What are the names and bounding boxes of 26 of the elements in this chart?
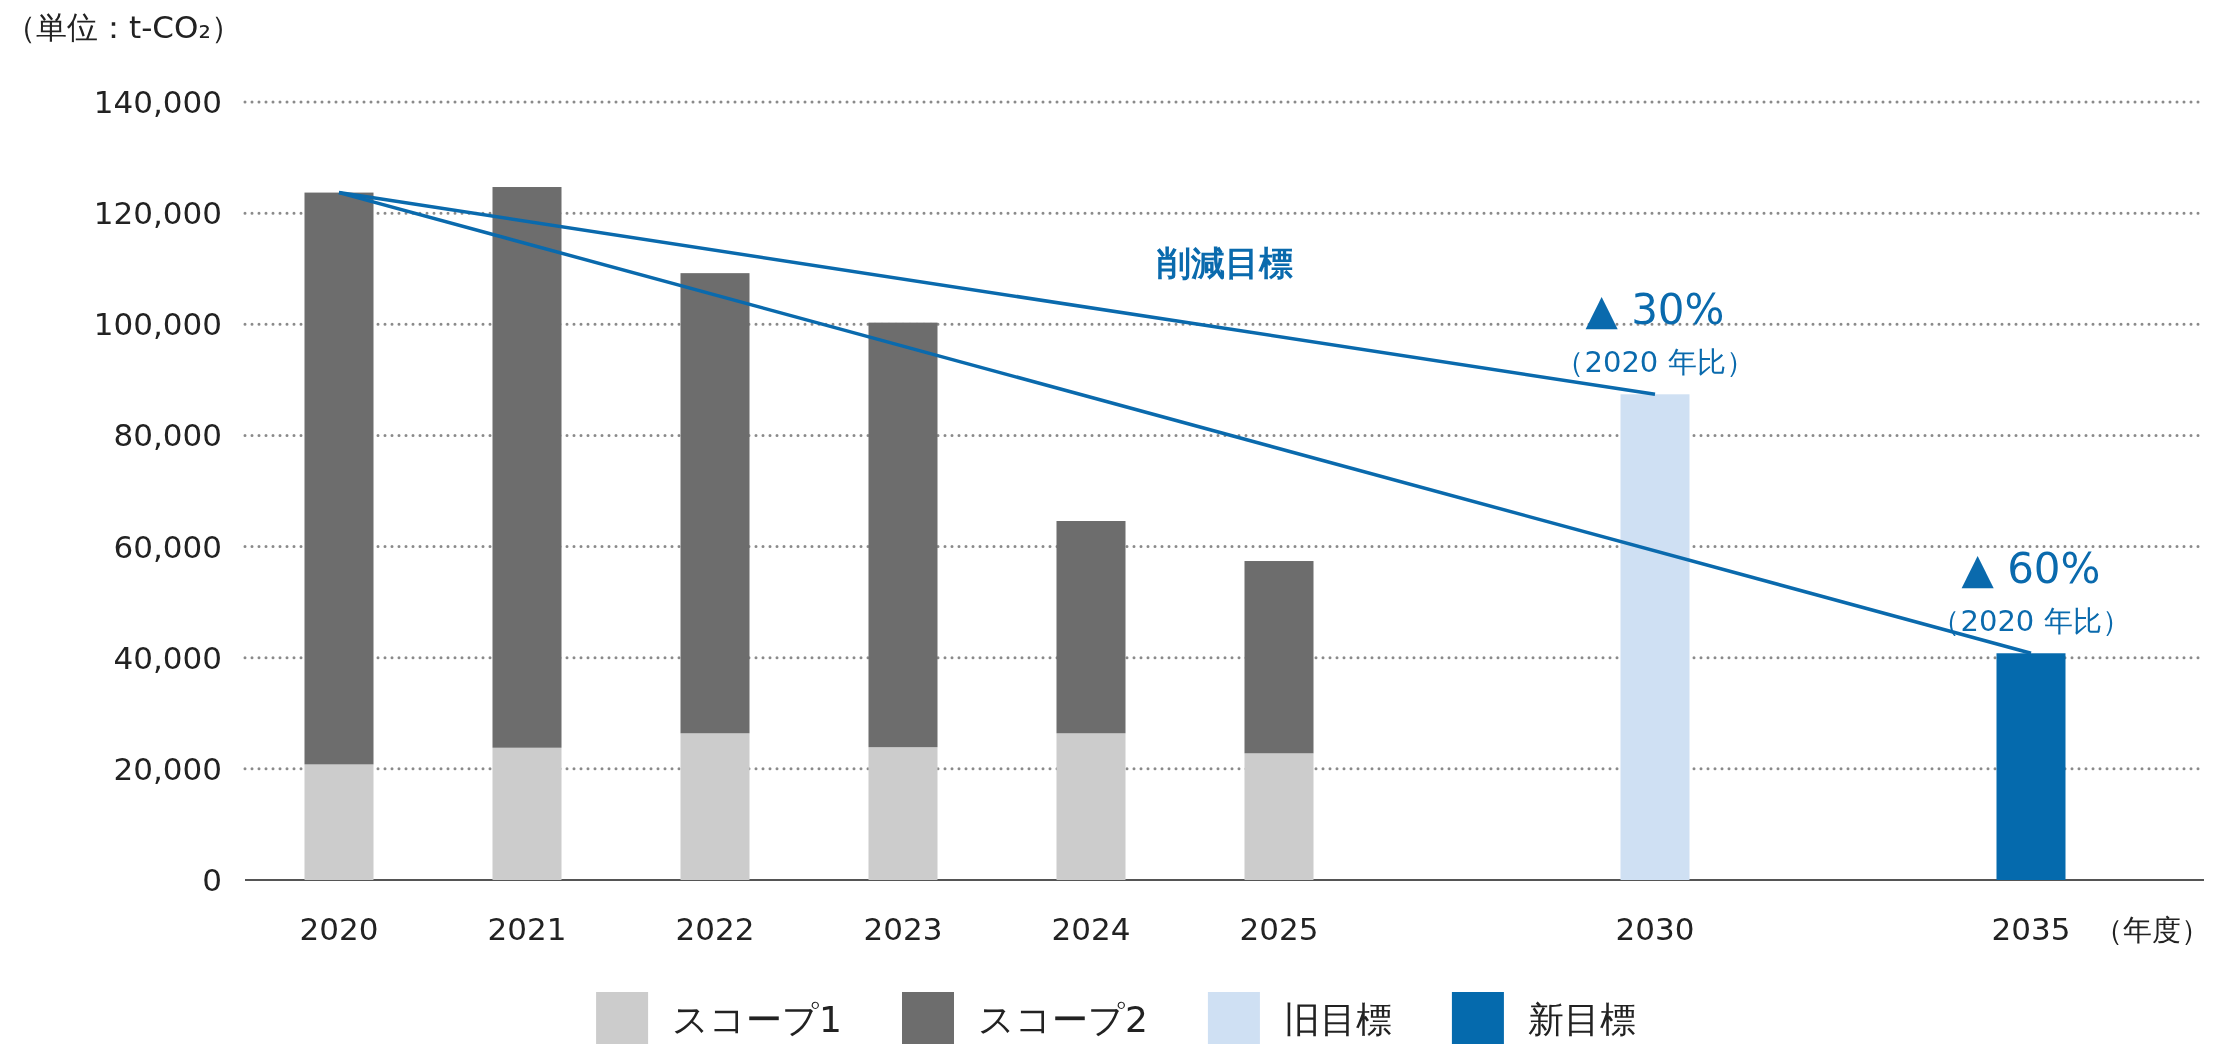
y-axis-title: （単位：t-CO₂） <box>5 9 242 45</box>
y-tick-label: 140,000 <box>93 84 222 120</box>
x-tick-label: 2023 <box>863 911 943 947</box>
y-tick-label: 100,000 <box>93 306 222 343</box>
x-tick-label: 2022 <box>675 911 755 947</box>
x-tick-label: 2030 <box>1615 911 1695 947</box>
annotation: 削減目標 <box>1156 243 1293 283</box>
y-tick-label: 40,000 <box>113 639 222 676</box>
annotation: ▲ 30% <box>1585 285 1725 335</box>
x-axis-title: （年度） <box>2094 913 2210 947</box>
y-tick-label: 20,000 <box>113 750 222 787</box>
y-tick-label: 60,000 <box>113 528 222 565</box>
y-tick-label: 80,000 <box>113 417 222 454</box>
annotation: （2020 年比） <box>1555 345 1755 380</box>
x-tick-label: 2021 <box>487 911 567 947</box>
legend-label: 新目標 <box>1527 999 1636 1040</box>
y-tick-label: 120,000 <box>93 195 222 232</box>
legend-label: スコープ1 <box>672 999 842 1040</box>
x-tick-label: 2020 <box>299 911 379 947</box>
y-tick-label: 0 <box>202 862 222 898</box>
x-tick-label: 2025 <box>1239 911 1319 947</box>
x-tick-label: 2024 <box>1051 911 1131 947</box>
annotation: ▲ 60% <box>1961 544 2101 594</box>
legend-label: スコープ2 <box>978 999 1148 1040</box>
legend-label: 旧目標 <box>1283 999 1392 1040</box>
x-tick-label: 2035 <box>1991 911 2071 947</box>
